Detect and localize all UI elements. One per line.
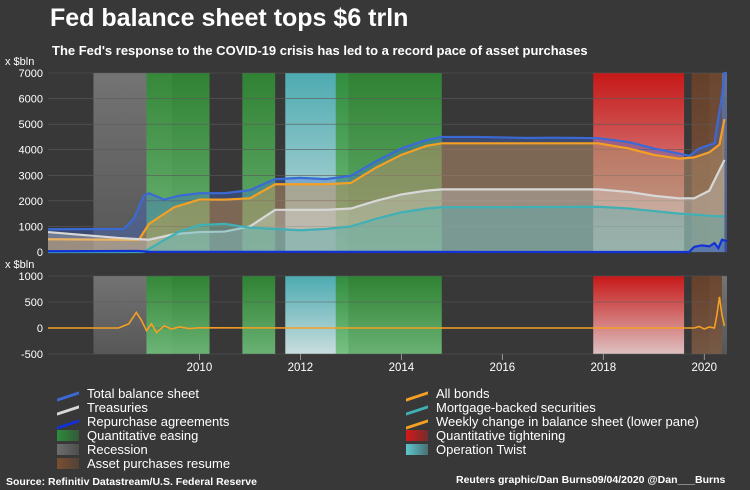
shaded-period	[691, 73, 722, 252]
x-tick-label: 2014	[389, 362, 415, 374]
legend-label: Quantitative tightening	[436, 428, 566, 443]
legend-swatch	[406, 444, 428, 455]
series-area	[48, 159, 725, 252]
shaded-period	[593, 276, 685, 354]
credit-note: Reuters graphic/Dan Burns09/04/2020 @Dan…	[456, 474, 726, 486]
y-tick-label: 2000	[19, 196, 43, 208]
legend-item-repurchase-agreements: Repurchase agreements	[57, 413, 230, 430]
series-line	[47, 159, 726, 241]
y-axis-label: x $bln	[5, 56, 34, 68]
y-tick-label: 500	[25, 297, 43, 309]
y-tick-label: 4000	[19, 145, 43, 157]
legend-item-operation-twist: Operation Twist	[406, 442, 526, 457]
shaded-period	[242, 276, 276, 354]
legend-label: Weekly change in balance sheet (lower pa…	[436, 414, 699, 429]
series-area	[48, 119, 725, 253]
shaded-period	[335, 73, 442, 252]
legend-item-quantitative-tightening: Quantitative tightening	[406, 428, 565, 443]
y-tick-label: 1000	[19, 221, 43, 233]
y-tick-label: 6000	[19, 94, 43, 106]
y-tick-label: 5000	[19, 119, 43, 131]
x-tick-label: 2016	[490, 362, 516, 374]
shaded-period	[146, 276, 210, 354]
x-tick-label: 2018	[591, 362, 617, 374]
legend-swatch	[57, 430, 79, 441]
series-line	[47, 71, 727, 231]
y-tick-label: -500	[21, 349, 43, 361]
legend-item-recession: Recession	[57, 442, 148, 457]
legend-label: Total balance sheet	[87, 386, 200, 401]
legend-item-quantitative-easing: Quantitative easing	[57, 428, 198, 443]
series-line	[48, 296, 726, 334]
y-tick-label: 7000	[19, 68, 43, 80]
source-note: Source: Refinitiv Datastream/U.S. Federa…	[6, 476, 257, 488]
legend-item-asset-purchases-resume: Asset purchases resume	[57, 456, 230, 471]
series-area	[48, 206, 725, 252]
y-tick-label: 1000	[19, 271, 43, 283]
y-tick-label: 0	[37, 323, 43, 335]
shaded-period	[242, 73, 276, 252]
legend-label: Treasuries	[87, 400, 148, 415]
legend-label: Asset purchases resume	[87, 456, 231, 471]
legend-label: Operation Twist	[436, 442, 527, 457]
series-line	[47, 118, 726, 241]
legend-swatch	[57, 458, 79, 469]
y-tick-label: 0	[37, 247, 43, 259]
legend-item-treasuries: Treasuries	[57, 399, 148, 416]
x-tick-label: 2012	[288, 362, 314, 374]
legend-item-mortgage-backed-securities: Mortgage-backed securities	[406, 399, 596, 416]
legend-item-weekly-change: Weekly change in balance sheet (lower pa…	[406, 413, 699, 430]
chart-subtitle: The Fed's response to the COVID-19 crisi…	[52, 43, 588, 58]
legend-swatch	[57, 444, 79, 455]
x-tick-label: 2010	[187, 362, 213, 374]
series-line	[48, 205, 725, 254]
series-line	[47, 238, 728, 254]
legend-label: All bonds	[436, 386, 490, 401]
legend-label: Mortgage-backed securities	[436, 400, 596, 415]
shaded-period	[593, 73, 685, 252]
legend-item-total-balance-sheet: Total balance sheet	[57, 385, 200, 402]
legend-label: Quantitative easing	[87, 428, 199, 443]
y-axis-label: x $bln	[5, 259, 34, 271]
shaded-period	[146, 73, 210, 252]
shaded-period	[335, 276, 442, 354]
legend-item-all-bonds: All bonds	[406, 385, 490, 402]
legend-swatch	[406, 430, 428, 441]
y-tick-label: 3000	[19, 170, 43, 182]
chart-title: Fed balance sheet tops $6 trln	[50, 4, 409, 32]
legend-label: Recession	[87, 442, 148, 457]
x-tick-label: 2020	[691, 362, 717, 374]
legend-label: Repurchase agreements	[87, 414, 230, 429]
